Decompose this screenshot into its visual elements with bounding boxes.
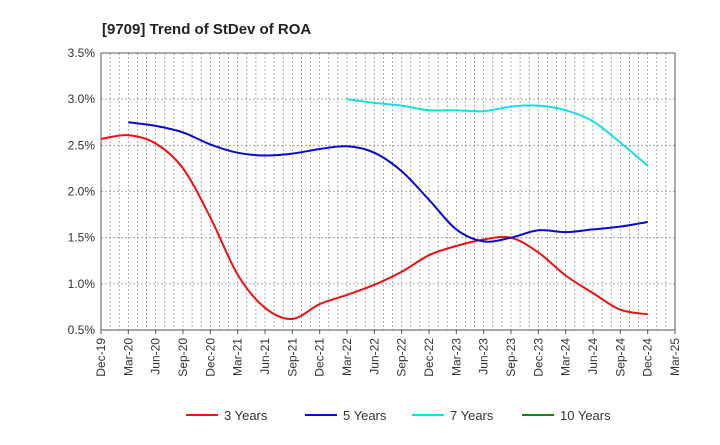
x-tick-label: Sep-23 [504, 338, 518, 377]
legend-label: 3 Years [224, 408, 268, 423]
x-tick-label: Jun-23 [477, 338, 491, 375]
x-tick-label: Jun-24 [586, 338, 600, 375]
x-tick-label: Mar-22 [340, 338, 354, 376]
axes: 0.5% 1.0% 1.5% 2.0% 2.5% 3.0% 3.5% Dec-19 Mar-20… [68, 46, 682, 377]
x-tick-label: Mar-23 [449, 338, 463, 376]
x-tick-label: Sep-20 [176, 338, 190, 377]
legend-label: 7 Years [450, 408, 494, 423]
x-tick-label: Sep-22 [395, 338, 409, 377]
chart-title: [9709] Trend of StDev of ROA [102, 21, 311, 38]
x-tick-label: Dec-19 [94, 338, 108, 377]
x-tick-label: Mar-25 [668, 338, 682, 376]
x-tick-label: Jun-21 [258, 338, 272, 375]
y-tick-label: 2.5% [68, 138, 96, 152]
x-tick-label: Mar-24 [559, 338, 573, 376]
x-tick-label: Mar-20 [121, 338, 135, 376]
y-tick-label: 1.0% [68, 277, 96, 291]
y-tick-label: 0.5% [68, 323, 96, 337]
legend: 3 Years 5 Years 7 Years 10 Years [186, 408, 611, 423]
series-line-3 [346, 98, 649, 167]
y-tick-label: 1.5% [68, 231, 96, 245]
x-tick-label: Dec-24 [641, 338, 655, 377]
series-lines [100, 98, 649, 320]
x-tick-label: Dec-23 [531, 338, 545, 377]
y-tick-label: 3.0% [68, 92, 96, 106]
x-tick-label: Dec-20 [203, 338, 217, 377]
x-tick-label: Sep-21 [285, 338, 299, 377]
series-line-2 [128, 121, 648, 243]
x-tick-label: Mar-21 [231, 338, 245, 376]
series-line-1 [100, 134, 648, 320]
x-tick-label: Dec-21 [313, 338, 327, 377]
legend-label: 10 Years [560, 408, 611, 423]
plot-area-border [100, 52, 676, 331]
y-tick-label: 2.0% [68, 185, 96, 199]
grid-lines [101, 53, 675, 330]
x-tick-label: Sep-24 [613, 338, 627, 377]
x-tick-label: Dec-22 [422, 338, 436, 377]
legend-label: 5 Years [343, 408, 387, 423]
y-tick-label: 3.5% [68, 46, 96, 60]
x-tick-label: Jun-20 [149, 338, 163, 375]
x-tick-label: Jun-22 [367, 338, 381, 375]
